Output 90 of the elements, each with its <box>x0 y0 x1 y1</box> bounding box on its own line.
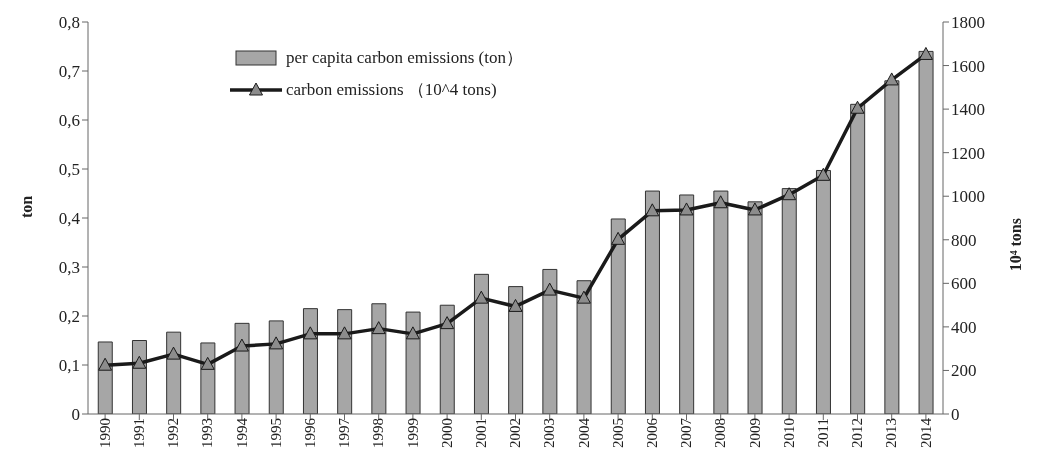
point <box>337 326 352 340</box>
point <box>405 326 420 340</box>
y-tick-label: 0,8 <box>58 13 80 33</box>
point <box>884 72 899 86</box>
x-tick-label: 2011 <box>814 418 831 448</box>
x-tick-label: 2007 <box>678 417 695 448</box>
bar <box>473 273 489 414</box>
y2-tick-label: 1800 <box>951 13 985 33</box>
point <box>542 282 557 296</box>
point <box>303 326 318 340</box>
legend-label: carbon emissions （10^4 tons) <box>286 79 497 101</box>
x-tick-label: 2013 <box>883 418 900 448</box>
y-tick-label: 0,1 <box>58 356 80 376</box>
x-tick-label: 2009 <box>746 418 763 448</box>
x-tick-label: 1992 <box>165 418 182 448</box>
x-tick-label: 2002 <box>507 418 524 448</box>
x-tick-label: 1994 <box>233 417 250 448</box>
y-axis-title: ton <box>17 195 35 218</box>
x-tick-label: 1990 <box>96 418 113 448</box>
point <box>645 203 660 217</box>
point <box>234 338 249 352</box>
y2-tick-label: 1600 <box>951 56 985 76</box>
x-tick-label: 1999 <box>404 418 421 448</box>
point <box>166 346 181 360</box>
point <box>474 290 489 304</box>
bar <box>644 190 660 414</box>
x-tick-label: 2008 <box>712 418 729 448</box>
point <box>918 46 933 60</box>
bar <box>713 190 729 414</box>
x-tick-label: 2012 <box>849 418 866 448</box>
bar <box>918 50 934 414</box>
y-tick-label: 0,4 <box>58 209 81 229</box>
y-tick-label: 0 <box>71 405 80 425</box>
point <box>269 336 284 350</box>
x-tick-label: 2001 <box>472 418 489 448</box>
y2-tick-label: 1000 <box>951 187 985 207</box>
point <box>713 195 728 209</box>
x-tick-label: 2010 <box>780 418 797 448</box>
y2-axis-title: 10⁴ tons <box>1006 218 1024 272</box>
x-tick-label: 2003 <box>541 418 558 448</box>
x-tick-label: 2000 <box>438 418 455 448</box>
x-tick-label: 1991 <box>130 418 147 448</box>
bar <box>542 268 558 414</box>
bar <box>850 103 866 414</box>
bar <box>302 308 318 414</box>
bar <box>439 304 455 414</box>
y-tick-label: 0,7 <box>58 62 81 82</box>
legend-label: per capita carbon emissions (ton） <box>286 47 523 69</box>
point <box>850 100 865 114</box>
point <box>371 321 386 335</box>
x-tick-label: 1993 <box>199 418 216 448</box>
x-tick-label: 2004 <box>575 417 592 448</box>
point <box>679 202 694 216</box>
point <box>611 231 626 245</box>
y2-tick-label: 1400 <box>951 100 985 120</box>
bar <box>576 280 592 414</box>
point <box>508 298 523 312</box>
bar <box>679 194 695 414</box>
point <box>200 356 215 370</box>
bar <box>815 169 831 414</box>
bar <box>747 201 763 414</box>
x-tick-label: 2006 <box>643 417 660 448</box>
y2-tick-label: 1200 <box>951 143 985 163</box>
point <box>816 167 831 181</box>
y2-tick-label: 200 <box>951 361 977 381</box>
x-tick-label: 1997 <box>336 417 353 448</box>
bar <box>371 303 387 414</box>
x-tick-label: 2014 <box>917 417 934 448</box>
bar <box>781 188 797 414</box>
y2-tick-label: 0 <box>951 405 960 425</box>
y-tick-label: 0,5 <box>58 160 80 180</box>
y2-tick-label: 600 <box>951 274 977 294</box>
x-tick-label: 1998 <box>370 418 387 448</box>
y2-tick-label: 800 <box>951 230 977 250</box>
x-tick-label: 1996 <box>301 417 318 448</box>
bar <box>884 80 900 414</box>
point <box>440 316 455 330</box>
point <box>747 202 762 216</box>
point <box>576 290 591 304</box>
y-tick-label: 0,6 <box>58 111 80 131</box>
y-tick-label: 0,2 <box>58 307 80 327</box>
bar <box>610 218 626 414</box>
x-tick-label: 2005 <box>609 418 626 448</box>
point <box>132 355 147 369</box>
x-tick-label: 1995 <box>267 418 284 448</box>
bar <box>508 286 524 414</box>
y-tick-label: 0,3 <box>58 258 80 278</box>
point <box>782 187 797 201</box>
y2-tick-label: 400 <box>951 317 977 337</box>
point <box>98 357 113 371</box>
